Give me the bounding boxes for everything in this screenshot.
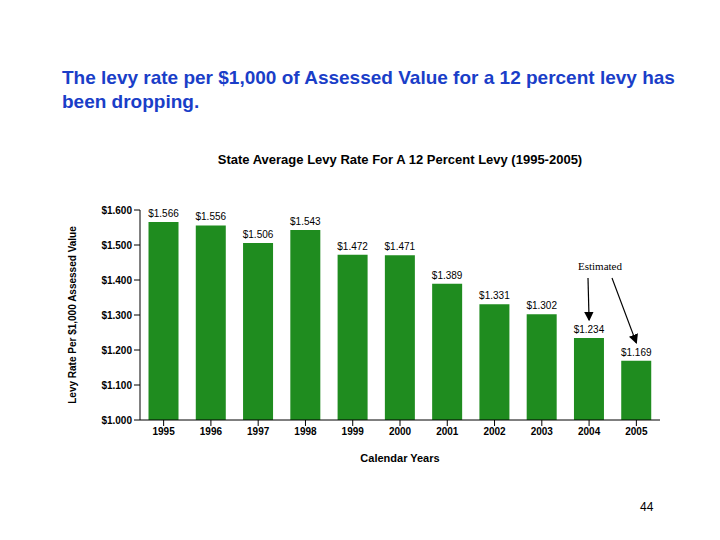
- svg-text:$1.000: $1.000: [101, 415, 132, 426]
- svg-text:$1.472: $1.472: [337, 241, 368, 252]
- svg-text:Levy Rate Per $1,000 Assessed: Levy Rate Per $1,000 Assessed Value: [67, 226, 78, 404]
- svg-text:1998: 1998: [294, 426, 317, 437]
- svg-text:$1.100: $1.100: [101, 380, 132, 391]
- svg-text:$1.169: $1.169: [621, 347, 652, 358]
- svg-text:$1.234: $1.234: [574, 324, 605, 335]
- svg-text:2005: 2005: [625, 426, 648, 437]
- svg-text:$1.556: $1.556: [195, 211, 226, 222]
- svg-text:1996: 1996: [200, 426, 223, 437]
- svg-text:Calendar Years: Calendar Years: [360, 452, 439, 464]
- svg-text:$1.331: $1.331: [479, 290, 510, 301]
- svg-text:$1.302: $1.302: [526, 300, 557, 311]
- svg-text:$1.400: $1.400: [101, 275, 132, 286]
- svg-text:$1.200: $1.200: [101, 345, 132, 356]
- svg-text:1999: 1999: [342, 426, 365, 437]
- svg-text:2004: 2004: [578, 426, 601, 437]
- svg-text:$1.600: $1.600: [101, 205, 132, 216]
- svg-text:$1.566: $1.566: [148, 208, 179, 219]
- svg-text:$1.500: $1.500: [101, 240, 132, 251]
- svg-text:1995: 1995: [153, 426, 176, 437]
- html-text:Estimated: Estimated: [578, 260, 622, 272]
- svg-text:$1.471: $1.471: [385, 241, 416, 252]
- html-text:44: 44: [640, 500, 654, 514]
- svg-text:2002: 2002: [483, 426, 506, 437]
- svg-text:2001: 2001: [436, 426, 459, 437]
- svg-text:$1.389: $1.389: [432, 270, 463, 281]
- svg-text:$1.543: $1.543: [290, 216, 321, 227]
- svg-text:2000: 2000: [389, 426, 412, 437]
- html-text:The levy rate per $1,000 of As: The levy rate per $1,000 of Assessed Val…: [62, 67, 675, 112]
- svg-text:$1.300: $1.300: [101, 310, 132, 321]
- html-text:State Average Levy Rate For A: State Average Levy Rate For A 12 Percent…: [217, 152, 583, 167]
- svg-text:$1.506: $1.506: [243, 229, 274, 240]
- svg-text:1997: 1997: [247, 426, 270, 437]
- svg-text:2003: 2003: [531, 426, 554, 437]
